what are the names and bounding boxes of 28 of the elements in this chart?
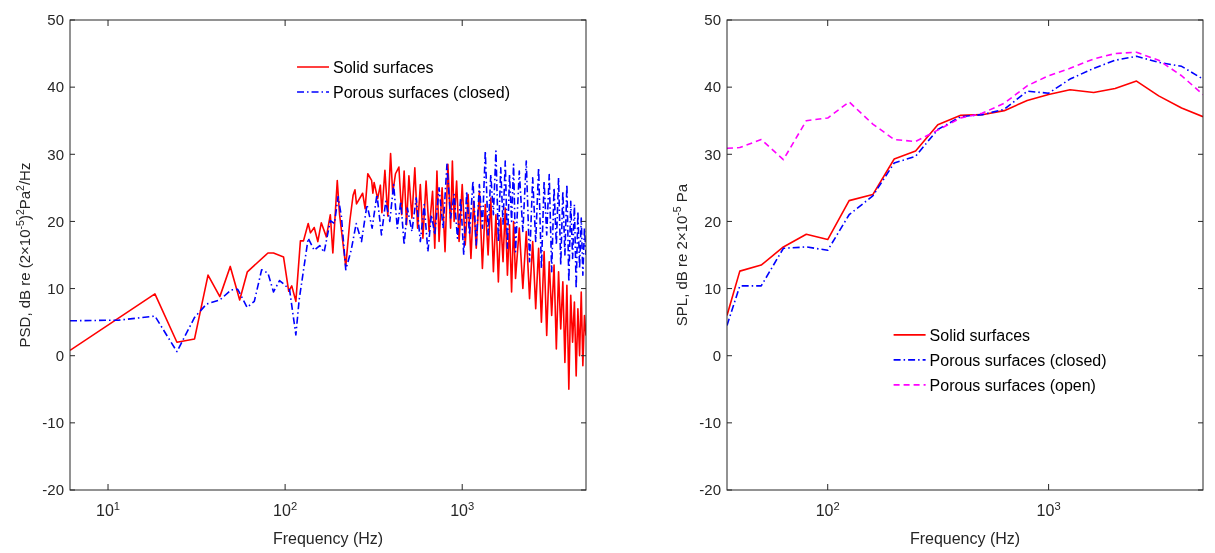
x-axis-title: Frequency (Hz) [272,530,384,547]
y-tick-label: 20 [47,212,64,230]
x-tick-label: 10$^{1}$ [96,500,121,519]
y-tick-label: 50 [47,11,64,29]
y-tick-label: 30 [704,145,721,163]
x-tick-label: 10$^{2}$ [273,500,298,519]
y-tick-label: 0 [55,346,64,364]
y-tick-label: -10 [42,414,64,432]
legend-label: Porous surfaces (closed) [333,83,511,101]
y-tick-label: 20 [704,212,721,230]
y-tick-label: 40 [704,78,721,96]
y-tick-label: -20 [699,481,721,499]
x-tick-label: 10$^{2}$ [815,500,840,519]
x-tick-label: 10$^{3}$ [1036,500,1061,519]
y-tick-label: 10 [704,279,721,297]
legend-label: Porous surfaces (open) [929,376,1096,394]
y-tick-label: 50 [704,11,721,29]
x-axis-title: Frequency (Hz) [909,530,1021,547]
y-tick-label: 40 [47,78,64,96]
y-tick-label: -20 [42,481,64,499]
y-tick-label: -10 [699,414,721,432]
legend-label: Solid surfaces [333,58,434,76]
x-tick-label: 10$^{3}$ [450,500,475,519]
legend-label: Solid surfaces [929,326,1031,344]
legend-label: Porous surfaces (closed) [929,351,1107,369]
y-tick-label: 30 [47,145,64,163]
y-tick-label: 10 [47,279,64,297]
y-tick-label: 0 [712,346,721,364]
